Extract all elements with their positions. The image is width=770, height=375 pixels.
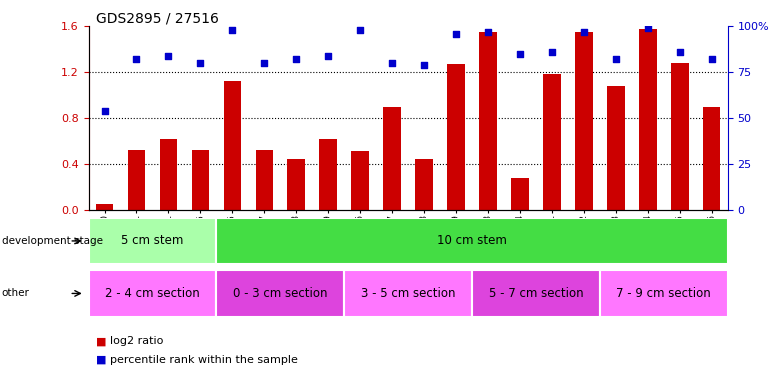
Bar (607, 86, 624, 210)
Bar (223, 81, 241, 210)
Bar (95, 204, 113, 210)
Bar (128, 150, 146, 210)
Text: log2 ratio: log2 ratio (110, 336, 163, 346)
Point (674, 49, 686, 55)
Bar (511, 178, 529, 210)
Text: 10 cm stem: 10 cm stem (437, 234, 507, 248)
Bar (479, 32, 497, 210)
Point (354, 27, 367, 33)
Point (578, 29, 590, 35)
Point (641, 25, 654, 31)
Bar (320, 139, 337, 210)
Bar (472, 270, 600, 317)
Bar (216, 270, 344, 317)
Text: GDS2895 / 27516: GDS2895 / 27516 (96, 11, 219, 25)
Point (386, 60, 398, 66)
Text: 7 - 9 cm section: 7 - 9 cm section (616, 287, 711, 300)
Point (482, 29, 494, 35)
Bar (344, 270, 472, 317)
Point (450, 31, 462, 37)
Bar (89, 270, 216, 317)
Text: 5 cm stem: 5 cm stem (121, 234, 184, 248)
Text: 5 - 7 cm section: 5 - 7 cm section (489, 287, 583, 300)
Point (290, 56, 303, 62)
Text: percentile rank within the sample: percentile rank within the sample (110, 355, 298, 365)
Bar (256, 150, 273, 210)
Text: other: other (2, 288, 29, 298)
Bar (216, 217, 728, 264)
Point (194, 60, 206, 66)
Text: 2 - 4 cm section: 2 - 4 cm section (105, 287, 200, 300)
Point (322, 53, 334, 58)
Point (705, 56, 718, 62)
Bar (159, 139, 177, 210)
Point (418, 62, 430, 68)
Text: development stage: development stage (2, 236, 102, 246)
Point (130, 56, 142, 62)
Text: 0 - 3 cm section: 0 - 3 cm section (233, 287, 327, 300)
Point (610, 56, 622, 62)
Bar (543, 75, 561, 210)
Text: ■: ■ (96, 336, 110, 346)
Point (546, 49, 558, 55)
Bar (383, 106, 401, 210)
Bar (287, 159, 305, 210)
Bar (192, 150, 209, 210)
Bar (351, 152, 369, 210)
Bar (447, 64, 465, 210)
Text: 3 - 5 cm section: 3 - 5 cm section (361, 287, 455, 300)
Bar (671, 63, 688, 210)
Point (258, 60, 270, 66)
Text: ■: ■ (96, 355, 110, 365)
Bar (600, 270, 728, 317)
Bar (415, 159, 433, 210)
Point (514, 51, 526, 57)
Bar (639, 28, 657, 210)
Bar (89, 217, 216, 264)
Point (162, 53, 175, 58)
Bar (703, 106, 721, 210)
Point (226, 27, 239, 33)
Bar (575, 32, 593, 210)
Point (99, 108, 111, 114)
